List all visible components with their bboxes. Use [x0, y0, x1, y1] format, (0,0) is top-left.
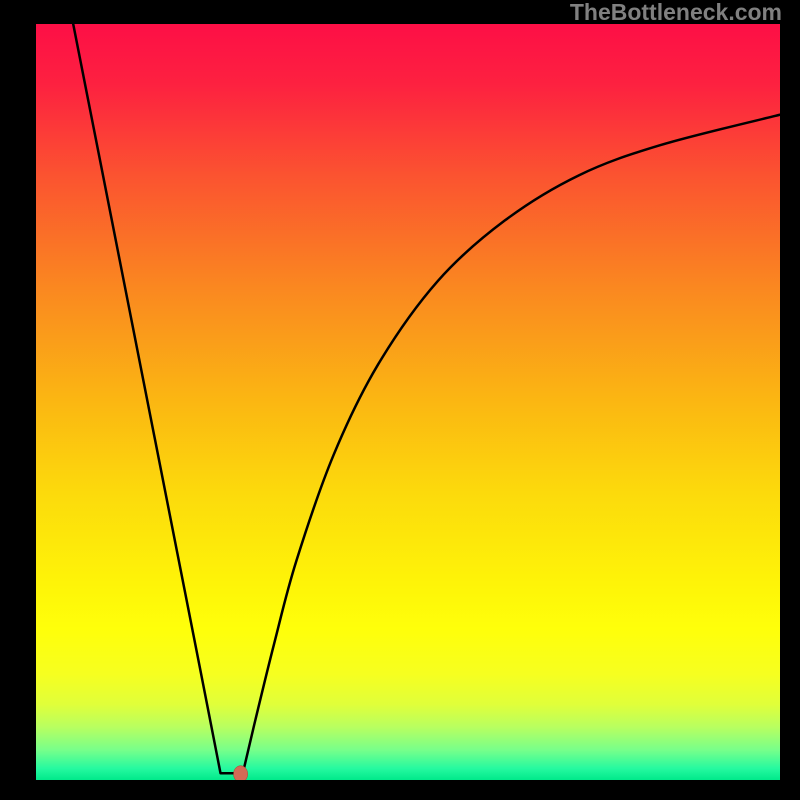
plot-area: [36, 24, 780, 780]
vertex-marker: [234, 766, 248, 780]
plot-svg: [36, 24, 780, 780]
watermark-text: TheBottleneck.com: [570, 0, 782, 26]
